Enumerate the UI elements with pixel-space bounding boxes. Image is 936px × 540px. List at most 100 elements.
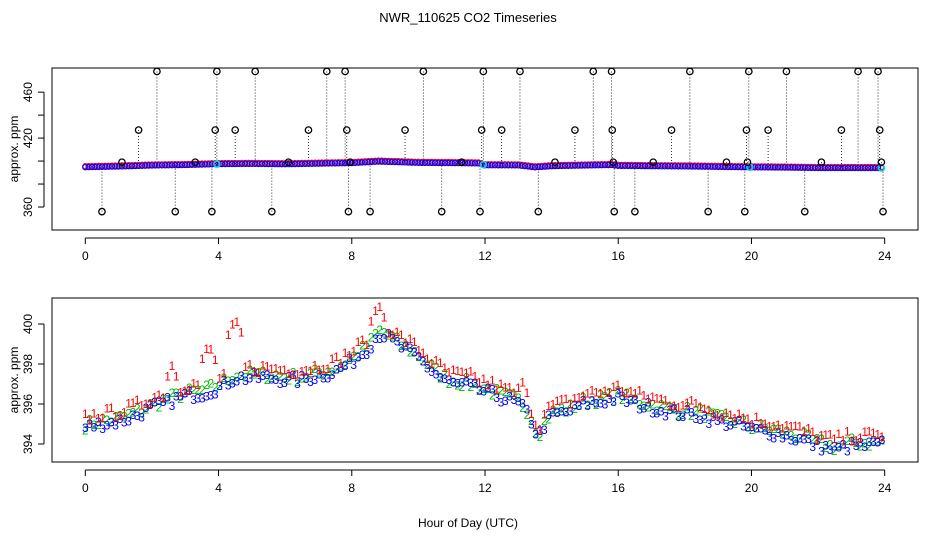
bottom-series3-symbol: 3 xyxy=(316,368,323,382)
bottom-series1-symbol: 1 xyxy=(324,362,331,376)
bottom-series3-symbol: 3 xyxy=(394,335,401,349)
bottom-series1-symbol: 1 xyxy=(368,315,375,329)
top-series3-point xyxy=(671,163,679,170)
top-series3-point xyxy=(311,160,319,167)
top-flag-marker xyxy=(419,67,428,76)
bottom-series3-symbol: 3 xyxy=(259,369,266,383)
bottom-series1-symbol: 1 xyxy=(259,359,266,373)
bottom-series3-symbol: 3 xyxy=(173,389,180,403)
top-series3-point xyxy=(648,162,655,170)
bottom-series2-symbol: 2 xyxy=(350,349,357,363)
bottom-series1-symbol: 1 xyxy=(372,304,379,318)
top-series3-point xyxy=(625,162,632,170)
bottom-series1-symbol: 1 xyxy=(788,420,795,434)
bottom-series3-symbol: 3 xyxy=(320,371,327,385)
bottom-series1-symbol: 1 xyxy=(130,396,137,410)
top-series3-point xyxy=(645,162,652,170)
top-series3-point xyxy=(565,162,572,169)
bottom-series3-symbol: 3 xyxy=(463,375,470,389)
bottom-series3-symbol: 3 xyxy=(688,406,695,420)
bottom-series1-symbol: 1 xyxy=(221,367,228,381)
top-series3-point xyxy=(778,164,785,171)
bottom-series3-symbol: 3 xyxy=(874,435,881,449)
bottom-series2-symbol: 2 xyxy=(710,406,717,420)
bottom-series2-symbol: 2 xyxy=(749,423,756,437)
bottom-series1-symbol: 1 xyxy=(104,401,111,415)
bottom-series1-symbol: 1 xyxy=(602,384,609,398)
bottom-series1-symbol: 1 xyxy=(337,357,344,371)
top-series3-point xyxy=(135,162,142,170)
bottom-series2-symbol: 2 xyxy=(580,390,587,404)
top-series3-point xyxy=(811,164,818,172)
bottom-series1-symbol: 1 xyxy=(524,386,531,400)
bottom-series2-symbol: 2 xyxy=(95,418,102,432)
top-series3-point xyxy=(505,162,512,169)
bottom-series3-symbol: 3 xyxy=(147,398,154,412)
bottom-series2-symbol: 2 xyxy=(511,388,518,402)
top-series3-point xyxy=(711,163,719,170)
bottom-series3-symbol: 3 xyxy=(493,391,500,405)
bottom-series1-symbol: 1 xyxy=(848,434,855,448)
bottom-series2-symbol: 2 xyxy=(385,328,392,342)
bottom-series3-symbol: 3 xyxy=(818,445,825,459)
top-y-axis-label: approx. ppm xyxy=(7,116,21,183)
top-flag-marker xyxy=(304,126,313,134)
bottom-series1-symbol: 1 xyxy=(532,418,539,432)
bottom-series1-symbol: 1 xyxy=(281,363,288,377)
bottom-series1-symbol: 1 xyxy=(619,385,626,399)
top-series3-point xyxy=(438,159,445,167)
bottom-series1-symbol: 1 xyxy=(688,394,695,408)
bottom-series2-symbol: 2 xyxy=(619,393,626,407)
bottom-series1-symbol: 1 xyxy=(463,366,470,380)
bottom-series1-symbol: 1 xyxy=(727,408,734,422)
bottom-series3-symbol: 3 xyxy=(437,370,444,384)
top-series3-point xyxy=(814,164,822,172)
top-series3-point xyxy=(408,159,415,166)
bottom-series1-symbol: 1 xyxy=(757,417,764,431)
bottom-series2-symbol: 2 xyxy=(117,409,124,423)
top-series3-point xyxy=(621,162,629,170)
bottom-series2-symbol: 2 xyxy=(753,422,760,436)
top-series3-point xyxy=(858,164,865,172)
bottom-series2-symbol: 2 xyxy=(143,402,150,416)
bottom-series1-symbol: 1 xyxy=(597,386,604,400)
bottom-series1-symbol: 1 xyxy=(177,386,184,400)
top-y-tick-label: 360 xyxy=(21,197,35,217)
top-series3-point xyxy=(278,160,286,168)
bottom-series1-symbol: 1 xyxy=(290,368,297,382)
bottom-series2-symbol: 2 xyxy=(428,358,435,372)
bottom-series2-symbol: 2 xyxy=(355,350,362,364)
top-series3-point xyxy=(628,162,635,170)
top-series3-point xyxy=(365,158,372,166)
bottom-series1-symbol: 1 xyxy=(307,364,314,378)
top-series3-point xyxy=(701,163,709,170)
top-flag-marker xyxy=(607,67,616,76)
top-flag-marker xyxy=(879,207,887,216)
top-series3-point xyxy=(155,162,162,169)
bottom-series3-symbol: 3 xyxy=(411,345,418,359)
bottom-series1-symbol: 1 xyxy=(870,426,877,440)
bottom-series1-symbol: 1 xyxy=(809,425,816,439)
bottom-x-tick-label: 4 xyxy=(215,481,222,495)
bottom-series2-symbol: 2 xyxy=(498,384,505,398)
top-flag-marker xyxy=(571,126,579,134)
bottom-series2-symbol: 2 xyxy=(861,437,868,451)
top-series3-point xyxy=(118,163,126,170)
bottom-series1-symbol: 1 xyxy=(554,394,561,408)
bottom-series2-symbol: 2 xyxy=(108,415,115,429)
bottom-series3-symbol: 3 xyxy=(766,430,773,444)
bottom-series3-symbol: 3 xyxy=(645,396,652,410)
top-flag-markers xyxy=(98,67,887,216)
bottom-series2-symbol: 2 xyxy=(134,402,141,416)
bottom-series2-symbol: 2 xyxy=(615,384,622,398)
bottom-series3-symbol: 3 xyxy=(130,408,137,422)
bottom-series1-symbol: 1 xyxy=(138,398,145,412)
bottom-series1-symbol: 1 xyxy=(749,417,756,431)
bottom-series2-symbol: 2 xyxy=(770,422,777,436)
bottom-series1-symbol: 1 xyxy=(606,386,613,400)
bottom-series3-symbol: 3 xyxy=(112,419,119,433)
top-series3-point xyxy=(268,160,276,168)
bottom-series3-symbol: 3 xyxy=(589,394,596,408)
bottom-series1-symbol: 1 xyxy=(255,366,262,380)
bottom-series1-symbol: 1 xyxy=(238,325,245,339)
